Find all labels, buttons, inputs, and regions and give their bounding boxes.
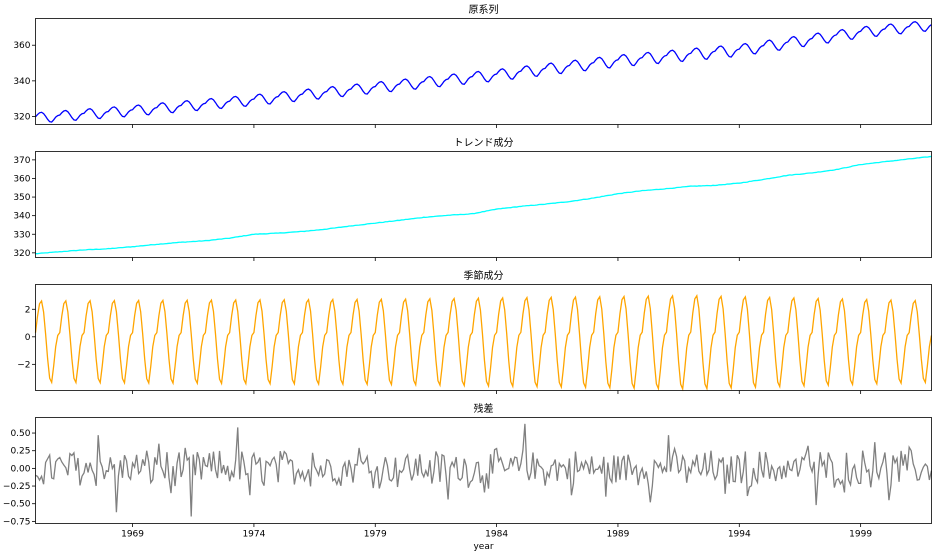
x-tick-label: 1974 — [242, 530, 265, 540]
panel-residual: 残差 −0.75−0.50−0.250.000.250.50 1969 1974 1… — [3, 402, 933, 540]
y-tick-label: −0.75 — [3, 517, 31, 527]
y-tick-label: 2 — [25, 305, 31, 315]
xtick-layer: 1969 1974 1979 1984 1989 1994 1999 — [121, 523, 872, 540]
y-tick-label: 0.50 — [10, 429, 30, 439]
x-axis-label: year — [473, 542, 493, 552]
x-tick-label: 1994 — [728, 530, 751, 540]
y-tick-label: 320 — [13, 112, 30, 122]
series-layer — [35, 423, 933, 517]
y-tick-label: 350 — [13, 193, 30, 203]
y-tick-label: 320 — [13, 249, 30, 259]
xtick-layer — [132, 124, 862, 128]
panel-title: 季節成分 — [464, 269, 504, 282]
series-layer — [35, 155, 932, 255]
series-layer — [35, 20, 932, 123]
y-tick-label: 0.25 — [10, 447, 30, 457]
xtick-layer — [132, 390, 862, 394]
x-tick-label: 1979 — [364, 530, 387, 540]
series-line — [34, 294, 933, 392]
plot-frame — [35, 284, 932, 391]
y-tick-label: −2 — [17, 360, 30, 370]
ytick-layer: 320 330 340 350 360 370 — [13, 156, 36, 259]
panel-seasonal: 季節成分 −2 0 2 — [17, 269, 933, 394]
plot-frame — [35, 151, 932, 258]
ytick-layer: −0.75 −0.50 −0.25 0.00 0.25 0.50 — [3, 429, 36, 527]
y-tick-label: 340 — [13, 77, 30, 87]
series-line — [35, 155, 932, 255]
y-tick-label: −0.25 — [3, 482, 31, 492]
x-tick-label: 1984 — [485, 530, 508, 540]
ytick-layer: 320 340 360 — [13, 41, 36, 122]
y-tick-label: 0 — [25, 333, 31, 343]
y-tick-label: 330 — [13, 230, 30, 240]
x-tick-label: 1989 — [606, 530, 629, 540]
xtick-layer — [132, 257, 862, 261]
panel-trend: トレンド成分 320 330 340 350 360 370 — [13, 137, 932, 261]
ytick-layer: −2 0 2 — [17, 305, 36, 370]
y-tick-label: 340 — [13, 212, 30, 222]
series-layer — [34, 294, 933, 392]
y-tick-label: 360 — [13, 174, 30, 184]
y-tick-label: 0.00 — [10, 464, 30, 474]
plot-frame — [35, 18, 932, 125]
panel-title: 原系列 — [469, 3, 499, 16]
x-tick-label: 1999 — [849, 530, 872, 540]
y-tick-label: 370 — [13, 156, 30, 166]
panel-title: 残差 — [474, 402, 494, 415]
series-line — [35, 423, 933, 517]
plot-frame — [35, 417, 932, 524]
y-tick-label: 360 — [13, 41, 30, 51]
y-tick-label: −0.50 — [3, 500, 31, 510]
x-tick-label: 1969 — [121, 530, 144, 540]
panel-title: トレンド成分 — [454, 137, 514, 149]
panel-original: 原系列 320 340 360 — [13, 3, 932, 128]
series-line — [35, 20, 932, 123]
